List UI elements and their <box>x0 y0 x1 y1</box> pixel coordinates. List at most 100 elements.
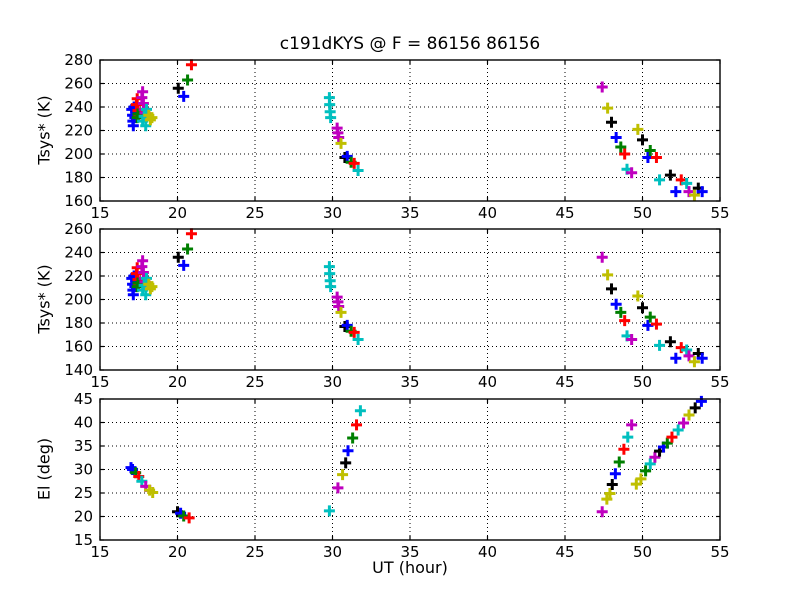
axes-frame <box>99 398 721 541</box>
x-tick-label: 40 <box>478 204 497 222</box>
y-tick-label: 160 <box>64 338 93 356</box>
data-point-marker <box>626 167 638 179</box>
data-point-marker <box>351 419 363 431</box>
data-point-marker <box>606 283 617 295</box>
y-tick-label: 160 <box>64 192 93 210</box>
data-point-marker <box>127 289 139 301</box>
x-tick-label: 50 <box>633 373 652 391</box>
y-tick-label: 260 <box>64 220 93 238</box>
data-point-marker <box>333 132 345 144</box>
data-point-marker <box>632 123 644 135</box>
data-point-marker <box>333 301 345 313</box>
data-point-marker <box>606 479 618 491</box>
data-point-marker <box>672 424 684 436</box>
data-point-marker <box>626 333 638 345</box>
y-tick-label: 280 <box>64 51 93 69</box>
data-point-marker <box>183 512 195 524</box>
data-point-marker <box>140 289 152 301</box>
data-point-marker <box>619 315 631 327</box>
x-tick-label: 25 <box>245 204 264 222</box>
data-point-marker <box>601 493 613 505</box>
data-point-marker <box>178 90 190 102</box>
y-tick-label: 40 <box>74 414 93 432</box>
data-point-marker <box>664 336 676 348</box>
x-tick-label: 35 <box>400 373 419 391</box>
data-point-marker <box>596 251 608 263</box>
data-point-marker <box>615 141 627 153</box>
y-tick-label: 140 <box>64 361 93 379</box>
data-point-marker <box>649 451 661 463</box>
data-point-marker <box>342 445 354 457</box>
data-point-marker <box>661 437 673 449</box>
x-tick-label: 45 <box>555 373 574 391</box>
y-tick-label: 180 <box>64 169 93 187</box>
data-point-marker <box>352 164 364 176</box>
y-tick-label: 220 <box>64 267 93 285</box>
data-point-marker <box>610 132 622 144</box>
y-tick-label: 35 <box>74 437 93 455</box>
data-point-marker <box>678 417 690 429</box>
x-tick-label: 25 <box>245 543 264 561</box>
axes-frame <box>99 228 721 371</box>
data-point-marker <box>146 112 158 124</box>
subplot-tsys-lower: 15 20 25 30 35 40 45 50 55 140 160 180 200 220 240 260 <box>64 220 729 391</box>
y-tick-label: 30 <box>74 461 93 479</box>
data-point-marker <box>622 431 634 443</box>
y-tick-label: 20 <box>74 508 93 526</box>
data-point-marker <box>347 432 359 444</box>
data-point-marker <box>340 457 352 469</box>
data-point-marker <box>681 344 693 356</box>
data-point-marker <box>337 469 349 481</box>
data-point-marker <box>325 112 337 124</box>
x-tick-label: 35 <box>400 543 419 561</box>
x-tick-label: 30 <box>323 543 342 561</box>
y-tick-label: 15 <box>74 531 93 549</box>
data-point-marker <box>637 134 648 146</box>
data-point-marker <box>341 150 353 162</box>
x-tick-label: 55 <box>710 543 729 561</box>
data-point-marker <box>688 356 700 368</box>
x-tick-label: 40 <box>478 543 497 561</box>
scatter-points <box>125 395 707 524</box>
data-point-marker <box>341 319 353 331</box>
data-point-marker <box>664 169 676 181</box>
data-point-marker <box>619 148 631 160</box>
x-tick-label: 15 <box>90 543 109 561</box>
data-point-marker <box>644 144 656 156</box>
data-point-marker <box>602 269 614 281</box>
data-point-marker <box>689 402 701 414</box>
data-point-marker <box>604 487 616 499</box>
data-point-marker <box>670 352 682 364</box>
x-tick-label: 40 <box>478 373 497 391</box>
x-tick-label: 30 <box>323 373 342 391</box>
data-point-marker <box>140 120 152 132</box>
y-tick-label: 260 <box>64 75 93 93</box>
data-point-marker <box>596 506 608 518</box>
data-point-marker <box>632 290 644 302</box>
x-tick-label: 55 <box>710 373 729 391</box>
data-point-marker <box>137 255 149 267</box>
data-point-marker <box>654 174 666 186</box>
x-axis-label: UT (hour) <box>372 558 448 577</box>
data-point-marker <box>635 473 647 485</box>
data-point-marker <box>606 116 617 128</box>
data-point-marker <box>185 59 197 71</box>
data-point-marker <box>688 189 700 201</box>
axes-frame <box>99 59 721 202</box>
x-tick-label: 35 <box>400 204 419 222</box>
data-point-marker <box>683 350 695 362</box>
data-point-marker <box>610 298 622 310</box>
x-tick-label: 45 <box>555 543 574 561</box>
data-point-marker <box>141 103 152 115</box>
x-tick-label: 50 <box>633 204 652 222</box>
data-point-marker <box>137 86 149 98</box>
data-point-marker <box>615 306 627 318</box>
data-point-marker <box>185 228 197 240</box>
data-point-marker <box>335 137 347 149</box>
data-point-marker <box>681 177 693 189</box>
data-point-marker <box>640 465 652 477</box>
y-tick-label: 240 <box>64 244 93 262</box>
data-point-marker <box>178 510 190 522</box>
